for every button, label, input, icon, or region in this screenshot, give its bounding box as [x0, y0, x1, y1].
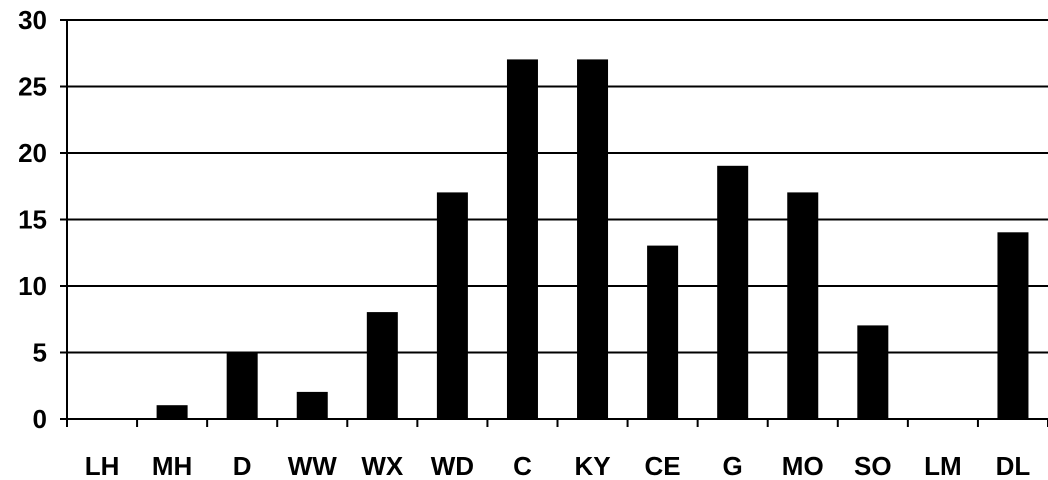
- bar-so: [857, 325, 889, 420]
- axes: [60, 19, 1048, 427]
- x-tick-label: DL: [996, 451, 1031, 480]
- bar-g: [717, 165, 749, 420]
- x-tick-label: MO: [782, 451, 824, 480]
- bar-mo: [787, 192, 819, 420]
- x-tick-label: G: [723, 451, 743, 480]
- x-tick-label: KY: [574, 451, 610, 480]
- x-tick-label: D: [233, 451, 252, 480]
- bar-ky: [577, 59, 609, 420]
- x-tick-label: SO: [854, 451, 892, 480]
- gridlines: [67, 19, 1048, 354]
- y-tick-label: 5: [33, 338, 47, 368]
- x-tick-label: LH: [85, 451, 120, 480]
- y-tick-labels: 0 5 10 15 20 25 30: [18, 5, 47, 434]
- x-tick-label: CE: [645, 451, 681, 480]
- bar-ww: [296, 391, 328, 420]
- y-tick-label: 10: [18, 271, 47, 301]
- bar-ce: [647, 245, 679, 420]
- bar-d: [226, 352, 258, 420]
- x-tick-label: WX: [361, 451, 404, 480]
- bar-c: [506, 59, 538, 420]
- bar-dl: [997, 232, 1029, 420]
- x-tick-label: WW: [288, 451, 338, 480]
- x-tick-label: MH: [152, 451, 192, 480]
- x-tick-label: C: [513, 451, 532, 480]
- y-tick-label: 15: [18, 205, 47, 235]
- y-tick-label: 0: [33, 404, 47, 434]
- bar-wd: [436, 192, 468, 420]
- y-tick-label: 30: [18, 5, 47, 35]
- bars: [156, 59, 1029, 420]
- y-tick-label: 20: [18, 138, 47, 168]
- bar-mh: [156, 405, 188, 420]
- bar-wx: [366, 312, 398, 420]
- x-tick-labels: LH MH D WW WX WD C KY CE G MO SO LM DL: [85, 451, 1031, 480]
- y-tick-label: 25: [18, 72, 47, 102]
- x-tick-label: LM: [924, 451, 962, 480]
- x-tick-label: WD: [431, 451, 474, 480]
